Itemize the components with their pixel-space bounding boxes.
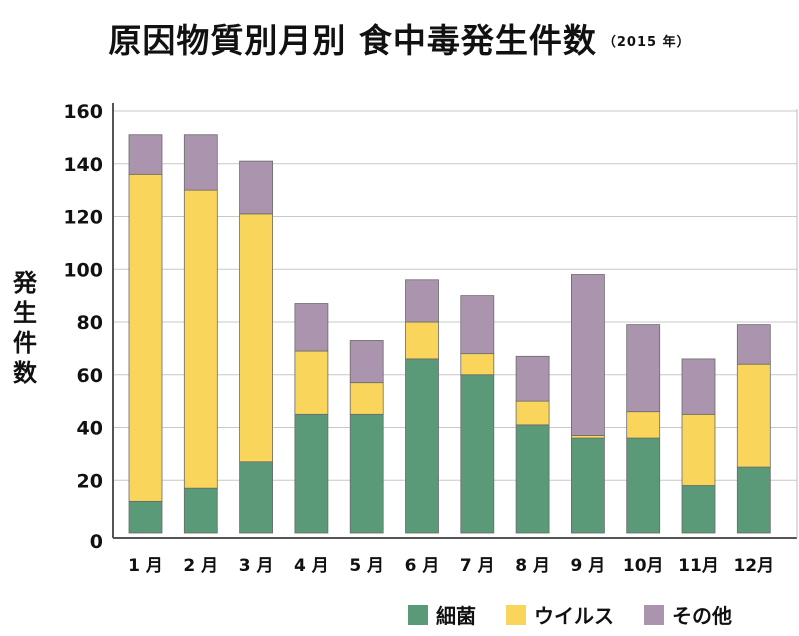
y-tick-label: 0: [90, 531, 103, 553]
bar-segment-other: [460, 295, 495, 355]
x-tick-label: 6 月: [405, 556, 440, 576]
legend-item-bacteria: 細菌: [408, 600, 476, 629]
y-tick-label: 100: [63, 259, 103, 281]
bar-segment-virus: [294, 350, 329, 415]
title-text: 原因物質別月別 食中毒発生件数: [108, 21, 597, 60]
bar-segment-bacteria: [183, 487, 218, 534]
x-tick-label: 2 月: [183, 556, 218, 576]
bar-segment-bacteria: [736, 466, 771, 534]
bar-segment-virus: [183, 189, 218, 489]
y-axis-label: 発生件数: [13, 269, 37, 387]
bar-segment-virus: [736, 363, 771, 468]
x-tick-label: 10月: [623, 556, 664, 576]
x-tick-label: 7 月: [460, 556, 495, 576]
bar-segment-bacteria: [239, 461, 274, 534]
legend-swatch-virus: [506, 604, 526, 625]
legend-label-other: その他: [672, 604, 732, 628]
bar-segment-bacteria: [405, 358, 439, 534]
y-tick-label: 120: [63, 207, 103, 229]
legend-item-other: その他: [644, 600, 732, 629]
bar-segment-other: [183, 134, 218, 191]
bar-segment-bacteria: [515, 424, 550, 534]
bar-segment-other: [349, 340, 384, 384]
bar-segment-bacteria: [626, 437, 661, 534]
x-tick-label: 11月: [678, 556, 719, 576]
chart-title: 原因物質別月別 食中毒発生件数 （2015 年）: [0, 14, 799, 62]
bar-segment-virus: [349, 382, 384, 415]
x-tick-label: 1 月: [128, 556, 163, 576]
chart-subtitle: （2015 年）: [602, 35, 691, 50]
x-tick-label: 12月: [733, 556, 774, 576]
legend: 細菌 ウイルス その他: [408, 600, 732, 629]
x-tick-label: 3 月: [239, 556, 274, 576]
bar-segment-bacteria: [128, 500, 163, 534]
legend-item-virus: ウイルス: [506, 600, 614, 629]
bar-segment-other: [405, 279, 439, 323]
y-tick-label: 80: [77, 312, 103, 334]
x-tick-label: 5 月: [349, 556, 384, 576]
bar-segment-virus: [405, 321, 439, 360]
bar-segment-virus: [681, 413, 716, 486]
bar-segment-bacteria: [294, 413, 329, 534]
bar-segment-other: [571, 274, 605, 436]
y-tick-label: 40: [77, 418, 103, 440]
y-tick-label: 140: [63, 154, 103, 176]
y-tick-label: 60: [77, 365, 103, 387]
bar-segment-other: [128, 134, 163, 175]
bar-segment-other: [681, 358, 716, 415]
bar-segment-virus: [460, 353, 495, 376]
x-tick-label: 4 月: [294, 556, 329, 576]
bar-segment-other: [294, 303, 329, 352]
bar-segment-other: [626, 324, 661, 413]
y-tick-label: 160: [63, 101, 103, 123]
bar-segment-virus: [239, 213, 274, 463]
bar-segment-other: [515, 355, 550, 402]
x-tick-label: 9 月: [571, 556, 606, 576]
bar-segment-other: [239, 160, 274, 215]
legend-label-virus: ウイルス: [534, 604, 614, 628]
bar-segment-virus: [626, 411, 661, 439]
legend-swatch-bacteria: [408, 604, 428, 625]
legend-label-bacteria: 細菌: [436, 604, 476, 628]
bar-segment-virus: [128, 173, 163, 502]
x-tick-label: 8 月: [515, 556, 550, 576]
y-tick-label: 20: [77, 470, 103, 492]
bar-segment-bacteria: [681, 485, 716, 534]
legend-swatch-other: [644, 604, 664, 625]
bar-segment-other: [736, 324, 771, 365]
bar-segment-bacteria: [460, 374, 495, 534]
bar-segment-virus: [515, 400, 550, 426]
bar-segment-bacteria: [571, 437, 605, 534]
bar-segment-bacteria: [349, 413, 384, 534]
